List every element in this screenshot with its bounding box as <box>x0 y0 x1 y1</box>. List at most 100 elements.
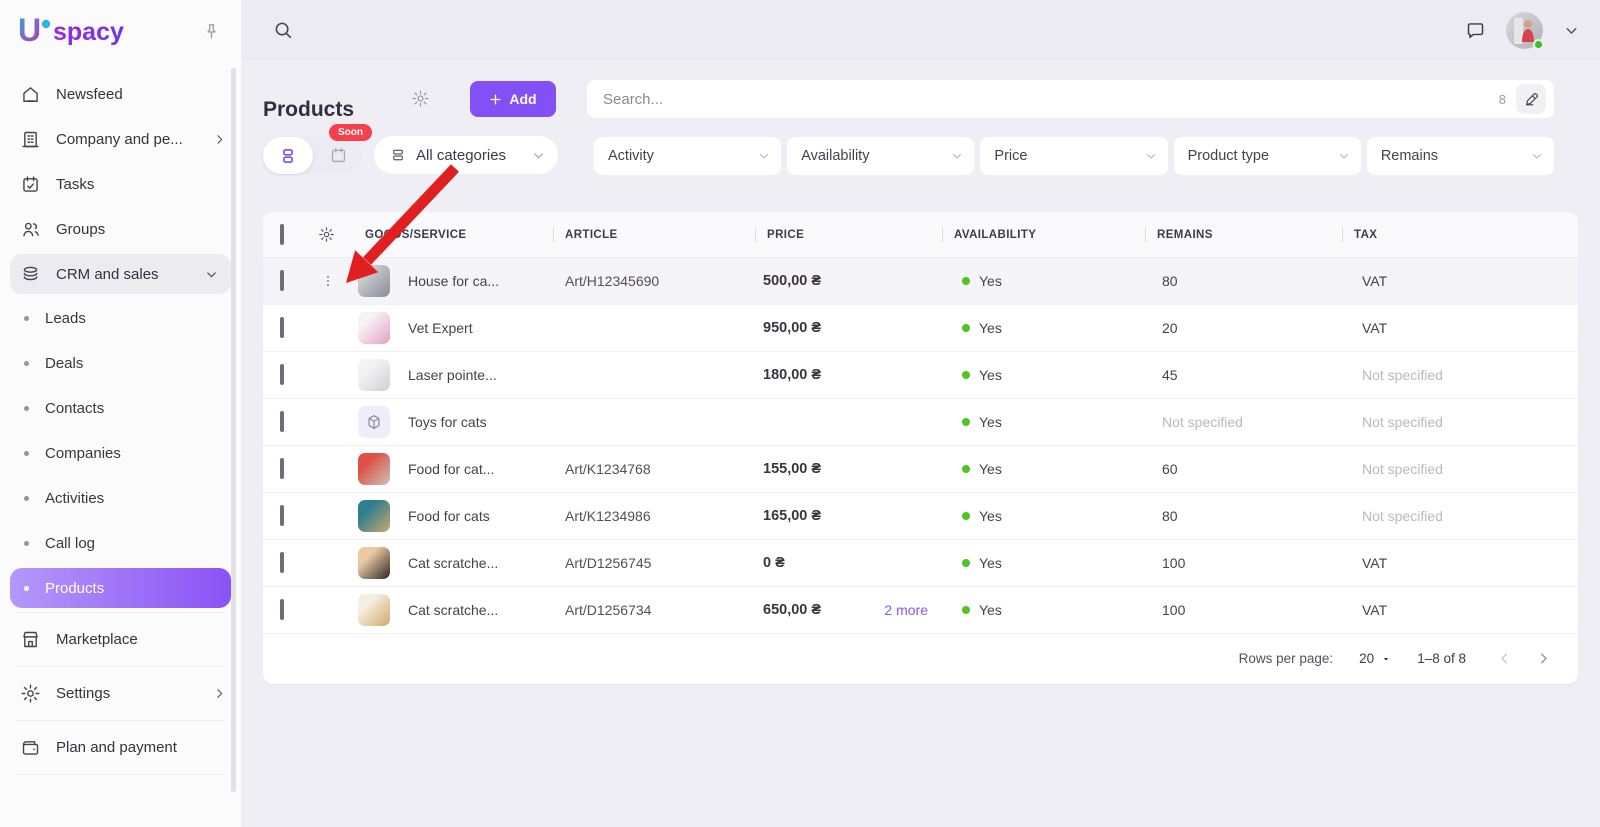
chevron-down-icon[interactable] <box>1563 22 1580 39</box>
rows-per-page-label: Rows per page: <box>1238 651 1334 666</box>
table-row[interactable]: Food for cat... Art/K1234768 155,00 ₴ Ye… <box>263 446 1578 493</box>
bullet-dot <box>24 585 29 591</box>
sidebar-item-newsfeed[interactable]: Newsfeed <box>0 72 241 117</box>
sidebar-divider <box>16 612 225 613</box>
sidebar-item-companies[interactable]: Companies <box>0 431 241 476</box>
sidebar-item-contacts[interactable]: Contacts <box>0 386 241 431</box>
filter-product-type[interactable]: Product type <box>1173 137 1361 175</box>
pin-icon[interactable] <box>202 22 221 41</box>
sidebar-item-call-log[interactable]: Call log <box>0 521 241 566</box>
kebab-menu-icon[interactable] <box>321 273 335 289</box>
filter-price[interactable]: Price <box>980 137 1168 175</box>
availability-dot <box>962 418 970 426</box>
more-prices-link[interactable]: 2 more <box>884 602 928 618</box>
triangle-down-icon <box>1381 654 1391 664</box>
sidebar-item-tasks[interactable]: Tasks <box>0 162 241 207</box>
gear-icon <box>20 683 42 705</box>
categories-dropdown[interactable]: All categories <box>374 136 558 174</box>
chevron-down-icon <box>1337 149 1351 163</box>
sidebar-item-crm-and-sales[interactable]: CRM and sales <box>10 254 231 294</box>
row-checkbox-cell <box>280 505 316 526</box>
tax-value: Not specified <box>1362 414 1443 430</box>
sidebar-item-label: Contacts <box>45 400 105 417</box>
row-checkbox[interactable] <box>280 505 284 526</box>
row-checkbox-cell <box>280 599 316 620</box>
rows-per-page-value: 20 <box>1359 651 1375 666</box>
rows-per-page-select[interactable]: 20 <box>1359 651 1391 666</box>
uspacy-logo[interactable]: U spacy <box>18 14 136 48</box>
table-row[interactable]: Food for cats Art/K1234986 165,00 ₴ Yes … <box>263 493 1578 540</box>
remains-value: 80 <box>1162 508 1178 524</box>
product-name[interactable]: Cat scratche... <box>408 555 499 571</box>
eraser-icon[interactable] <box>1516 84 1546 114</box>
table-row[interactable]: Cat scratche... Art/D1256734 650,00 ₴ 2 … <box>263 587 1578 634</box>
product-name[interactable]: Cat scratche... <box>408 602 499 618</box>
column-header-tax[interactable]: TAX <box>1354 228 1378 241</box>
list-view-button[interactable] <box>263 137 313 174</box>
row-checkbox[interactable] <box>280 599 284 620</box>
row-checkbox[interactable] <box>280 364 284 385</box>
product-price: 500,00 ₴ <box>763 273 822 289</box>
filter-availability[interactable]: Availability <box>787 137 975 175</box>
column-header-remains[interactable]: REMAINS <box>1157 228 1213 241</box>
chevron-right-icon[interactable] <box>1535 650 1552 667</box>
table-row[interactable]: Toys for cats Yes Not specified Not spec… <box>263 399 1578 446</box>
chat-icon[interactable] <box>1465 20 1486 41</box>
product-name[interactable]: Laser pointe... <box>408 367 497 383</box>
product-name[interactable]: Vet Expert <box>408 320 473 336</box>
sidebar-item-products[interactable]: Products <box>10 568 231 608</box>
table-row[interactable]: House for ca... Art/H12345690 500,00 ₴ Y… <box>263 258 1578 305</box>
row-checkbox[interactable] <box>280 552 284 573</box>
column-header-article[interactable]: ARTICLE <box>565 228 618 241</box>
column-header-price[interactable]: PRICE <box>767 228 805 241</box>
row-checkbox[interactable] <box>280 317 284 338</box>
table-row[interactable]: Cat scratche... Art/D1256745 0 ₴ Yes 100… <box>263 540 1578 587</box>
search-input[interactable] <box>601 89 1499 109</box>
sidebar-item-company-and-pe[interactable]: Company and pe... <box>0 117 241 162</box>
avatar[interactable] <box>1506 11 1544 50</box>
sidebar-item-deals[interactable]: Deals <box>0 341 241 386</box>
calendar-icon <box>329 146 348 165</box>
row-checkbox[interactable] <box>280 458 284 479</box>
sidebar-item-marketplace[interactable]: Marketplace <box>0 617 241 662</box>
sidebar-item-settings[interactable]: Settings <box>0 671 241 716</box>
table-row[interactable]: Laser pointe... 180,00 ₴ Yes 45 Not spec… <box>263 352 1578 399</box>
sidebar-item-leads[interactable]: Leads <box>0 296 241 341</box>
product-name[interactable]: Toys for cats <box>408 414 487 430</box>
logo-text: spacy <box>53 18 124 46</box>
column-header-availability[interactable]: AVAILABILITY <box>954 228 1037 241</box>
add-button[interactable]: Add <box>470 81 556 117</box>
column-settings-gear-icon[interactable] <box>318 226 335 243</box>
availability-value: Yes <box>979 602 1002 618</box>
availability-dot <box>962 512 970 520</box>
search-result-count: 8 <box>1498 91 1506 107</box>
sidebar-scrollbar[interactable] <box>231 68 236 792</box>
filter-activity[interactable]: Activity <box>594 137 782 175</box>
chevron-left-icon[interactable] <box>1496 650 1513 667</box>
product-name[interactable]: Food for cat... <box>408 461 495 477</box>
select-all-checkbox[interactable] <box>280 223 284 245</box>
tax-value: Not specified <box>1362 508 1443 524</box>
sidebar-item-activities[interactable]: Activities <box>0 476 241 521</box>
store-icon <box>20 629 42 651</box>
calendar-view-button[interactable] <box>313 137 363 174</box>
product-name[interactable]: House for ca... <box>408 273 500 289</box>
column-header-goods[interactable]: GOODS/SERVICE <box>365 228 467 241</box>
availability-dot <box>962 277 970 285</box>
chevron-down-icon <box>1144 149 1158 163</box>
search-icon[interactable] <box>272 19 294 41</box>
online-status-dot <box>1533 38 1544 50</box>
sidebar-item-groups[interactable]: Groups <box>0 207 241 252</box>
sidebar-item-plan-and-payment[interactable]: Plan and payment <box>0 725 241 770</box>
row-checkbox[interactable] <box>280 411 284 432</box>
chevron-down-icon <box>531 148 546 163</box>
row-checkbox[interactable] <box>280 270 284 291</box>
product-name[interactable]: Food for cats <box>408 508 490 524</box>
filter-label: Remains <box>1380 148 1439 164</box>
gear-icon[interactable] <box>411 89 430 108</box>
row-checkbox-cell <box>280 458 316 479</box>
chevron-right-icon <box>212 686 227 701</box>
cat-food-photo <box>358 453 390 485</box>
table-row[interactable]: Vet Expert 950,00 ₴ Yes 20 VAT <box>263 305 1578 352</box>
filter-remains[interactable]: Remains <box>1366 137 1555 175</box>
